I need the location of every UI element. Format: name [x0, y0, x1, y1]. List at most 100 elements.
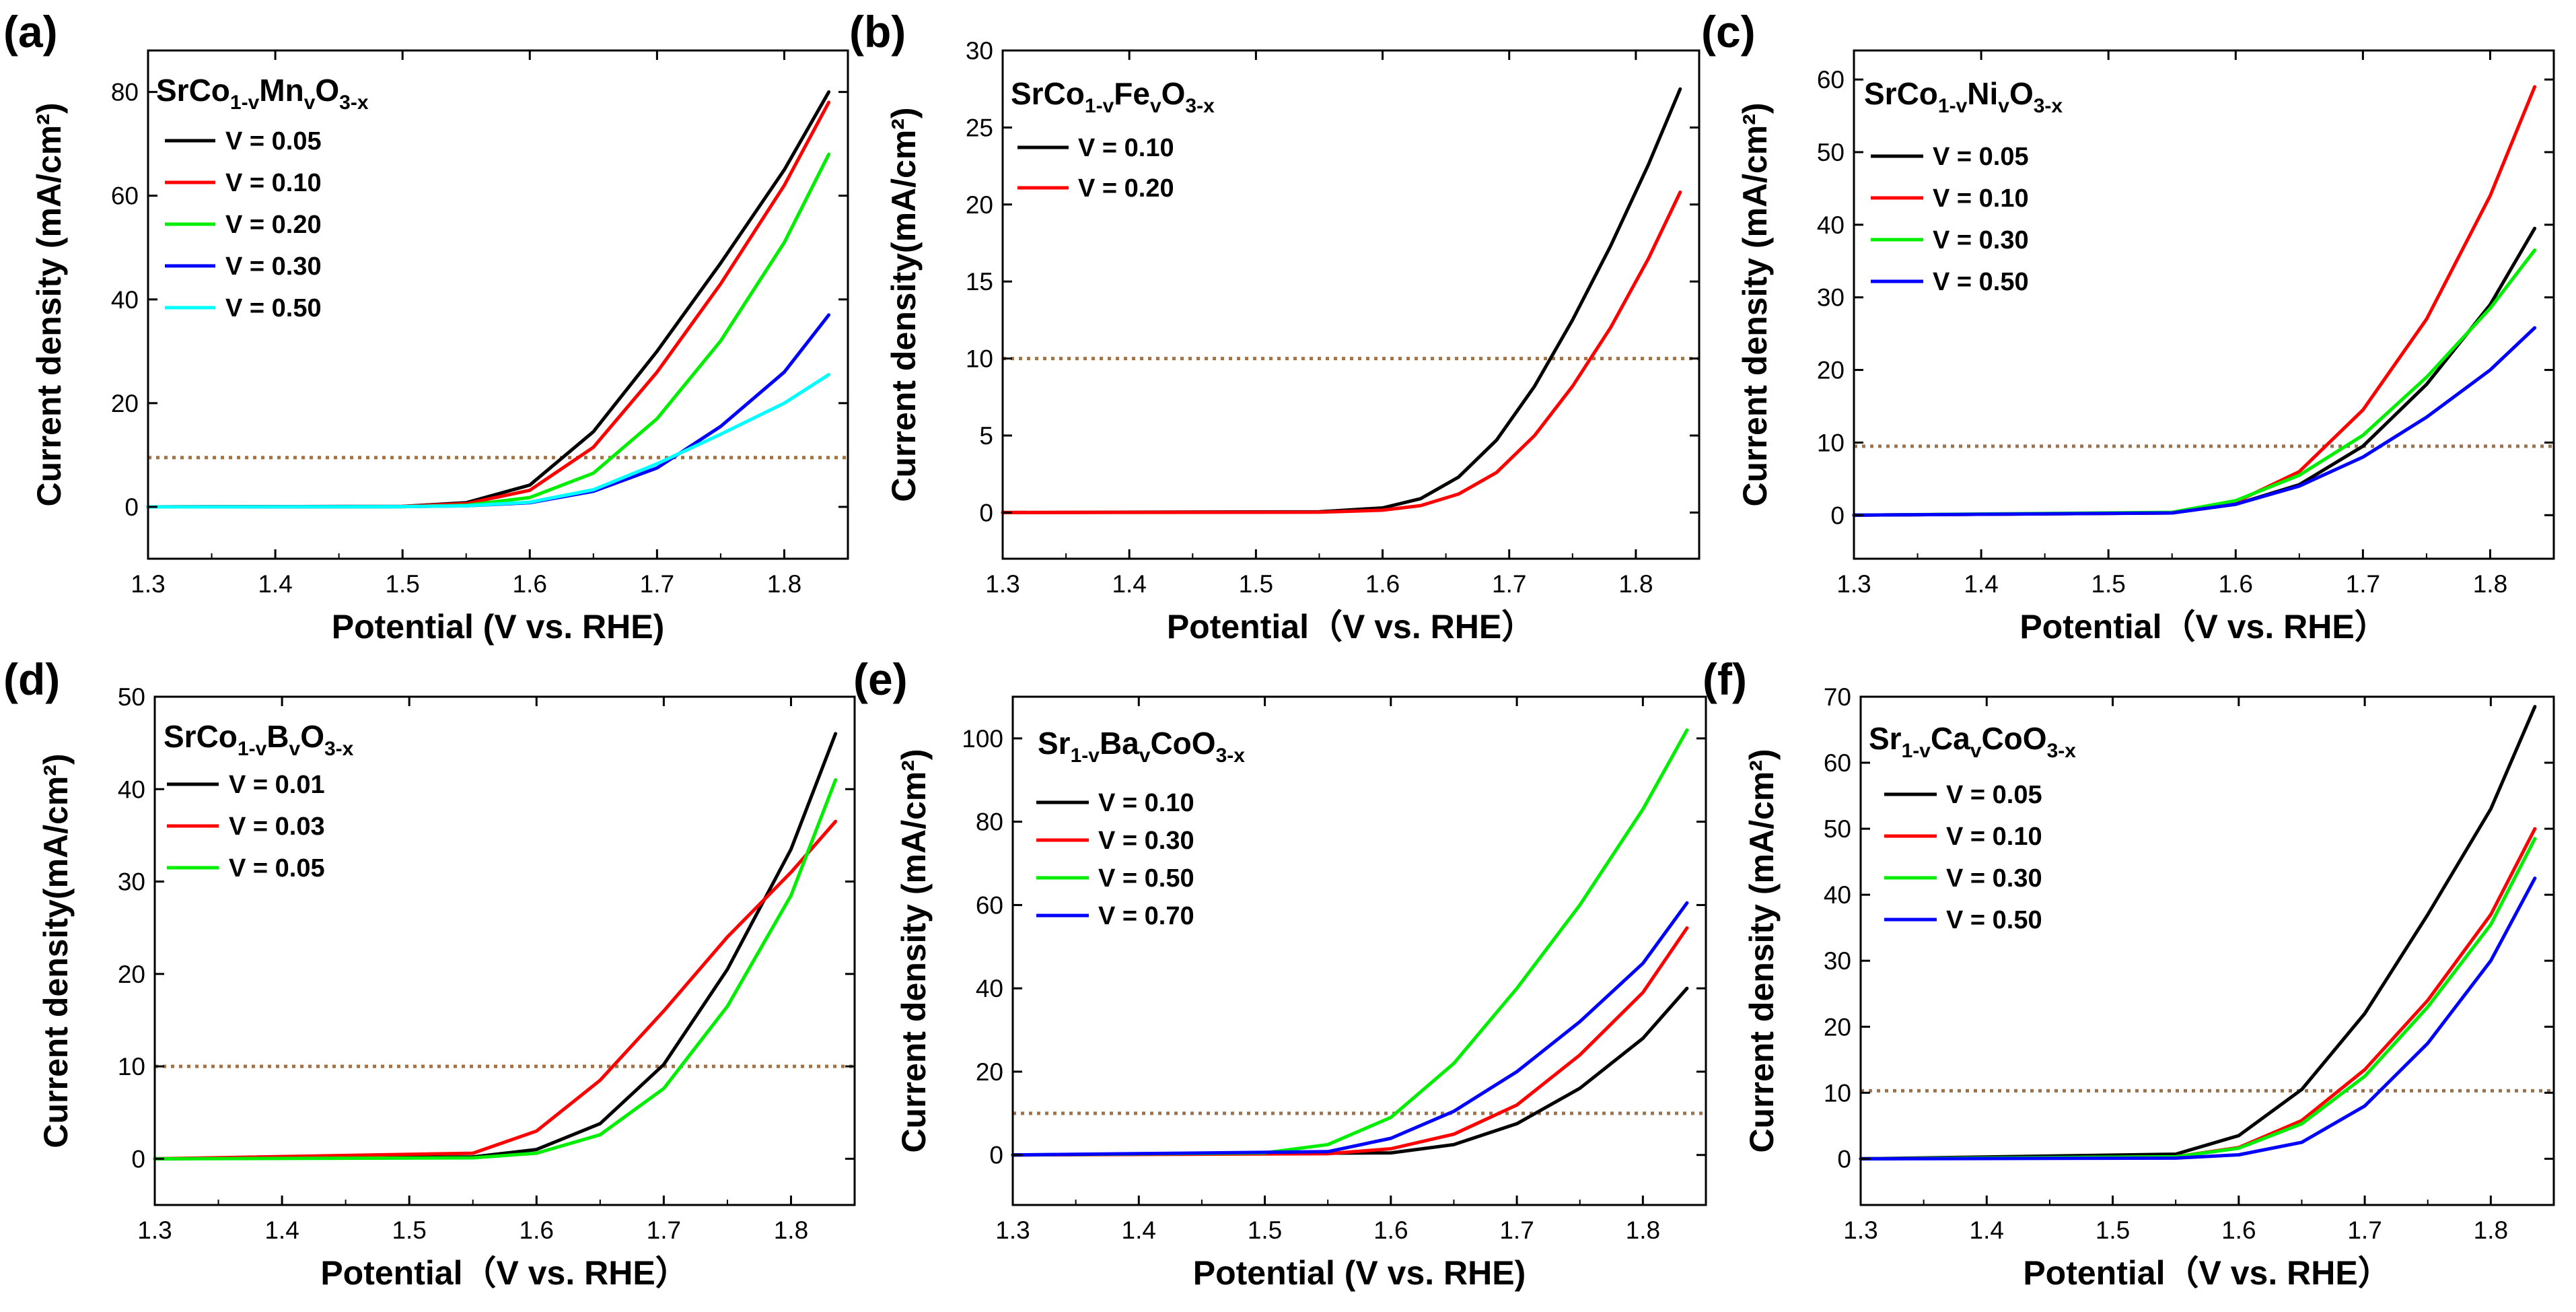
formula-part: B — [266, 719, 289, 754]
x-tick-label: 1.7 — [2347, 1216, 2382, 1244]
formula-part: O — [315, 73, 339, 108]
legend-formula: SrCo1-vNivO3-x — [1864, 76, 2063, 117]
formula-subscript: 1-v — [1902, 740, 1931, 762]
formula-subscript: v — [1998, 95, 2009, 117]
panel-letter: (a) — [3, 7, 58, 57]
y-axis-title: Current density (mA/cm²) — [1736, 102, 1774, 506]
x-tick-label: 1.3 — [985, 570, 1019, 598]
panel-e: (e) 1.3 1.4 1.5 1.6 1.7 1.8 0 20 40 60 80 100 Potenti… — [853, 654, 1707, 1292]
x-tick-label: 1.5 — [385, 570, 419, 598]
legend-label: V = 0.30 — [1098, 827, 1194, 855]
legend-label: V = 0.05 — [225, 127, 322, 156]
formula-part: Ni — [1967, 76, 1998, 111]
y-tick-label: 5 — [979, 422, 993, 450]
legend-formula: SrCo1-vFevO3-x — [1011, 76, 1215, 117]
formula-subscript: v — [289, 738, 301, 760]
x-tick-label: 1.5 — [1239, 570, 1273, 598]
x-tick-label: 1.3 — [995, 1216, 1030, 1244]
legend-label: V = 0.30 — [1946, 864, 2042, 893]
legend-label: V = 0.05 — [1946, 781, 2042, 809]
plot-frame — [1853, 49, 2555, 560]
formula-part: O — [300, 719, 324, 754]
y-tick-label: 50 — [118, 683, 145, 711]
y-tick-label: 60 — [111, 182, 139, 210]
x-tick-label: 1.7 — [1492, 570, 1526, 598]
panel-letter: (f) — [1703, 654, 1747, 704]
x-tick-label: 1.8 — [774, 1216, 808, 1244]
x-tick-label: 1.8 — [1618, 570, 1653, 598]
y-tick-label: 20 — [976, 1058, 1003, 1086]
y-axis-title: Current density(mA/cm²) — [885, 107, 923, 502]
series-line — [146, 313, 831, 509]
x-tick-label: 1.7 — [1499, 1216, 1534, 1244]
x-tick-label: 1.3 — [1836, 570, 1871, 598]
x-tick-label: 1.6 — [520, 1216, 554, 1244]
formula-subscript: v — [1139, 745, 1151, 767]
y-tick-label: 0 — [979, 499, 993, 526]
formula-part: O — [2009, 76, 2034, 111]
y-axis-title: Current density (mA/cm²) — [1743, 749, 1781, 1152]
y-tick-label: 0 — [989, 1142, 1003, 1169]
formula-subscript: 3-x — [1216, 745, 1246, 767]
y-tick-label: 0 — [1830, 502, 1845, 529]
formula-subscript: v — [1970, 740, 1982, 762]
formula-subscript: 1-v — [230, 92, 260, 114]
formula-part: Sr — [1869, 721, 1902, 756]
y-tick-label: 10 — [118, 1053, 145, 1080]
legend-formula: SrCo1-vMnvO3-x — [156, 73, 369, 114]
series-line — [1011, 728, 1689, 1157]
plot-frame — [153, 695, 856, 1206]
y-axis-title: Current density(mA/cm²) — [37, 753, 75, 1148]
formula-subscript: v — [304, 92, 316, 114]
x-tick-label: 1.8 — [2473, 570, 2507, 598]
y-tick-label: 30 — [966, 37, 993, 65]
y-tick-label: 15 — [966, 268, 993, 296]
series-line — [153, 819, 838, 1161]
legend-label: V = 0.30 — [1933, 226, 2029, 254]
x-tick-label: 1.4 — [264, 1216, 299, 1244]
panel-letter: (e) — [853, 654, 908, 704]
panel-f: (f) 1.3 1.4 1.5 1.6 1.7 1.8 0 10 20 30 40 50 60 70 Pote… — [1703, 654, 2555, 1292]
x-tick-label: 1.5 — [392, 1216, 426, 1244]
legend-formula: SrCo1-vBvO3-x — [164, 719, 354, 760]
legend-label: V = 0.03 — [229, 813, 325, 841]
panel-d: (d) 1.3 1.4 1.5 1.6 1.7 1.8 0 10 20 30 40 50 Potentia… — [3, 654, 856, 1292]
y-tick-label: 40 — [1817, 211, 1845, 239]
formula-subscript: 3-x — [339, 92, 369, 114]
legend-label: V = 0.10 — [1098, 789, 1194, 817]
plot-frame — [1859, 695, 2555, 1206]
legend-label: V = 0.50 — [1933, 268, 2029, 296]
y-tick-label: 20 — [111, 390, 139, 417]
formula-part: Ca — [1931, 721, 1970, 756]
y-tick-label: 30 — [1824, 947, 1851, 975]
series-line — [1011, 901, 1689, 1157]
series-line — [1859, 837, 2537, 1161]
legend-label: V = 0.50 — [1946, 906, 2042, 934]
x-tick-label: 1.6 — [2219, 570, 2253, 598]
y-tick-label: 60 — [976, 891, 1003, 919]
y-tick-label: 50 — [1817, 139, 1845, 166]
formula-subscript: 1-v — [1071, 745, 1100, 767]
formula-subscript: 3-x — [2034, 95, 2063, 117]
x-tick-label: 1.4 — [1112, 570, 1146, 598]
formula-part: Fe — [1114, 76, 1150, 111]
x-tick-label: 1.7 — [2346, 570, 2380, 598]
y-axis-title: Current density (mA/cm²) — [895, 749, 933, 1152]
legend-label: V = 0.50 — [1098, 864, 1194, 893]
y-tick-label: 40 — [118, 775, 145, 803]
formula-part: CoO — [1150, 726, 1215, 761]
x-tick-label: 1.6 — [2221, 1216, 2256, 1244]
panel-a: (a) 1.3 1.4 1.5 1.6 1.7 1.8 0 20 40 60 80 Potential … — [3, 7, 849, 646]
x-tick-label: 1.8 — [1626, 1216, 1660, 1244]
panel-letter: (d) — [3, 654, 60, 704]
plot-frame — [1001, 49, 1701, 560]
panel-b: (b) 1.3 1.4 1.5 1.6 1.7 1.8 0 5 10 15 20 25 30 Potenti… — [849, 7, 1701, 646]
y-tick-label: 30 — [1817, 284, 1845, 312]
formula-part: SrCo — [1864, 76, 1938, 111]
y-tick-label: 70 — [1824, 683, 1851, 711]
formula-subscript: 1-v — [1085, 95, 1114, 117]
y-tick-label: 60 — [1817, 66, 1845, 94]
plot-frame — [1011, 695, 1707, 1206]
x-tick-label: 1.7 — [647, 1216, 681, 1244]
formula-subscript: 1-v — [238, 738, 267, 760]
